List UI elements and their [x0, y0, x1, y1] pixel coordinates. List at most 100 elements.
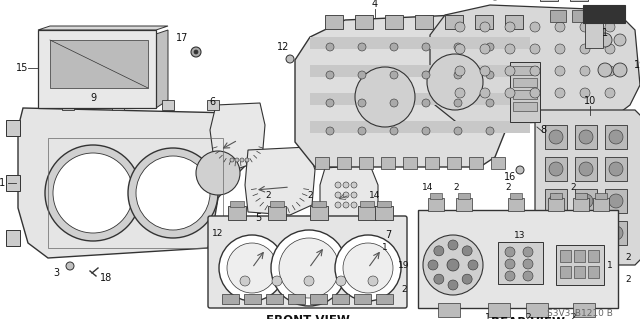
Bar	[545, 125, 567, 149]
Text: 1: 1	[382, 243, 388, 253]
Circle shape	[196, 151, 240, 195]
Circle shape	[605, 66, 615, 76]
Circle shape	[434, 274, 444, 284]
Circle shape	[613, 63, 627, 77]
Bar	[40, 40, 48, 50]
Circle shape	[335, 235, 401, 301]
Circle shape	[579, 194, 593, 208]
Bar	[72, 94, 88, 104]
Text: 2: 2	[307, 191, 313, 201]
Circle shape	[480, 22, 490, 32]
Circle shape	[455, 66, 465, 76]
Circle shape	[455, 44, 465, 54]
Bar	[545, 221, 567, 245]
Bar	[6, 230, 20, 246]
Circle shape	[579, 162, 593, 176]
Bar	[588, 266, 599, 278]
Bar	[548, 198, 564, 211]
Circle shape	[351, 202, 357, 208]
Circle shape	[326, 43, 334, 51]
Circle shape	[191, 47, 201, 57]
Circle shape	[549, 226, 563, 240]
Circle shape	[555, 88, 565, 98]
Circle shape	[454, 43, 462, 51]
Circle shape	[245, 158, 249, 162]
Circle shape	[335, 182, 341, 188]
Bar	[358, 206, 376, 220]
Bar	[230, 201, 244, 207]
Circle shape	[194, 50, 198, 54]
Circle shape	[486, 71, 494, 79]
Circle shape	[580, 88, 590, 98]
Bar	[310, 294, 327, 304]
Circle shape	[230, 158, 234, 162]
Circle shape	[326, 99, 334, 107]
Bar	[270, 201, 284, 207]
Text: 13: 13	[515, 231, 525, 240]
Circle shape	[505, 271, 515, 281]
Bar	[385, 15, 403, 29]
Circle shape	[609, 194, 623, 208]
Text: 2: 2	[453, 183, 459, 192]
Text: 2: 2	[505, 183, 511, 192]
Bar	[594, 10, 610, 22]
Circle shape	[427, 54, 483, 110]
Circle shape	[468, 260, 478, 270]
Bar	[560, 250, 571, 262]
Polygon shape	[156, 30, 168, 108]
Circle shape	[609, 162, 623, 176]
Circle shape	[523, 259, 533, 269]
Bar	[550, 193, 562, 199]
Bar	[445, 15, 463, 29]
Bar	[605, 125, 627, 149]
Circle shape	[505, 247, 515, 257]
Circle shape	[368, 276, 378, 286]
Bar	[456, 198, 472, 211]
Text: 1: 1	[607, 261, 613, 270]
Bar	[583, 5, 625, 23]
Circle shape	[66, 262, 74, 270]
Circle shape	[614, 34, 626, 46]
Text: 17: 17	[176, 33, 188, 43]
Text: 19: 19	[634, 60, 640, 70]
Circle shape	[422, 71, 430, 79]
Bar	[585, 20, 603, 48]
Circle shape	[523, 271, 533, 281]
Polygon shape	[38, 26, 168, 30]
Bar	[458, 193, 470, 199]
Bar	[310, 65, 530, 77]
Text: 5: 5	[255, 213, 261, 223]
Circle shape	[549, 194, 563, 208]
Bar	[207, 100, 219, 110]
Polygon shape	[535, 110, 640, 265]
Text: 11: 11	[0, 178, 6, 188]
Circle shape	[579, 130, 593, 144]
Polygon shape	[210, 103, 265, 168]
Circle shape	[390, 71, 398, 79]
Circle shape	[598, 33, 612, 47]
Text: 12: 12	[277, 42, 289, 52]
Circle shape	[422, 99, 430, 107]
Text: 2: 2	[625, 276, 631, 285]
Circle shape	[227, 243, 277, 293]
Circle shape	[448, 240, 458, 250]
Circle shape	[486, 99, 494, 107]
Circle shape	[530, 88, 540, 98]
Circle shape	[286, 55, 294, 63]
Circle shape	[358, 99, 366, 107]
Bar	[40, 54, 48, 64]
Bar	[40, 82, 48, 92]
Bar	[545, 157, 567, 181]
Circle shape	[272, 276, 282, 286]
Circle shape	[462, 246, 472, 256]
Bar	[498, 242, 543, 284]
Bar	[310, 121, 530, 133]
Circle shape	[390, 127, 398, 135]
Circle shape	[605, 88, 615, 98]
Circle shape	[505, 44, 515, 54]
Polygon shape	[50, 40, 148, 88]
Bar	[574, 266, 585, 278]
Circle shape	[53, 153, 133, 233]
Bar	[505, 15, 523, 29]
Bar	[62, 100, 74, 110]
